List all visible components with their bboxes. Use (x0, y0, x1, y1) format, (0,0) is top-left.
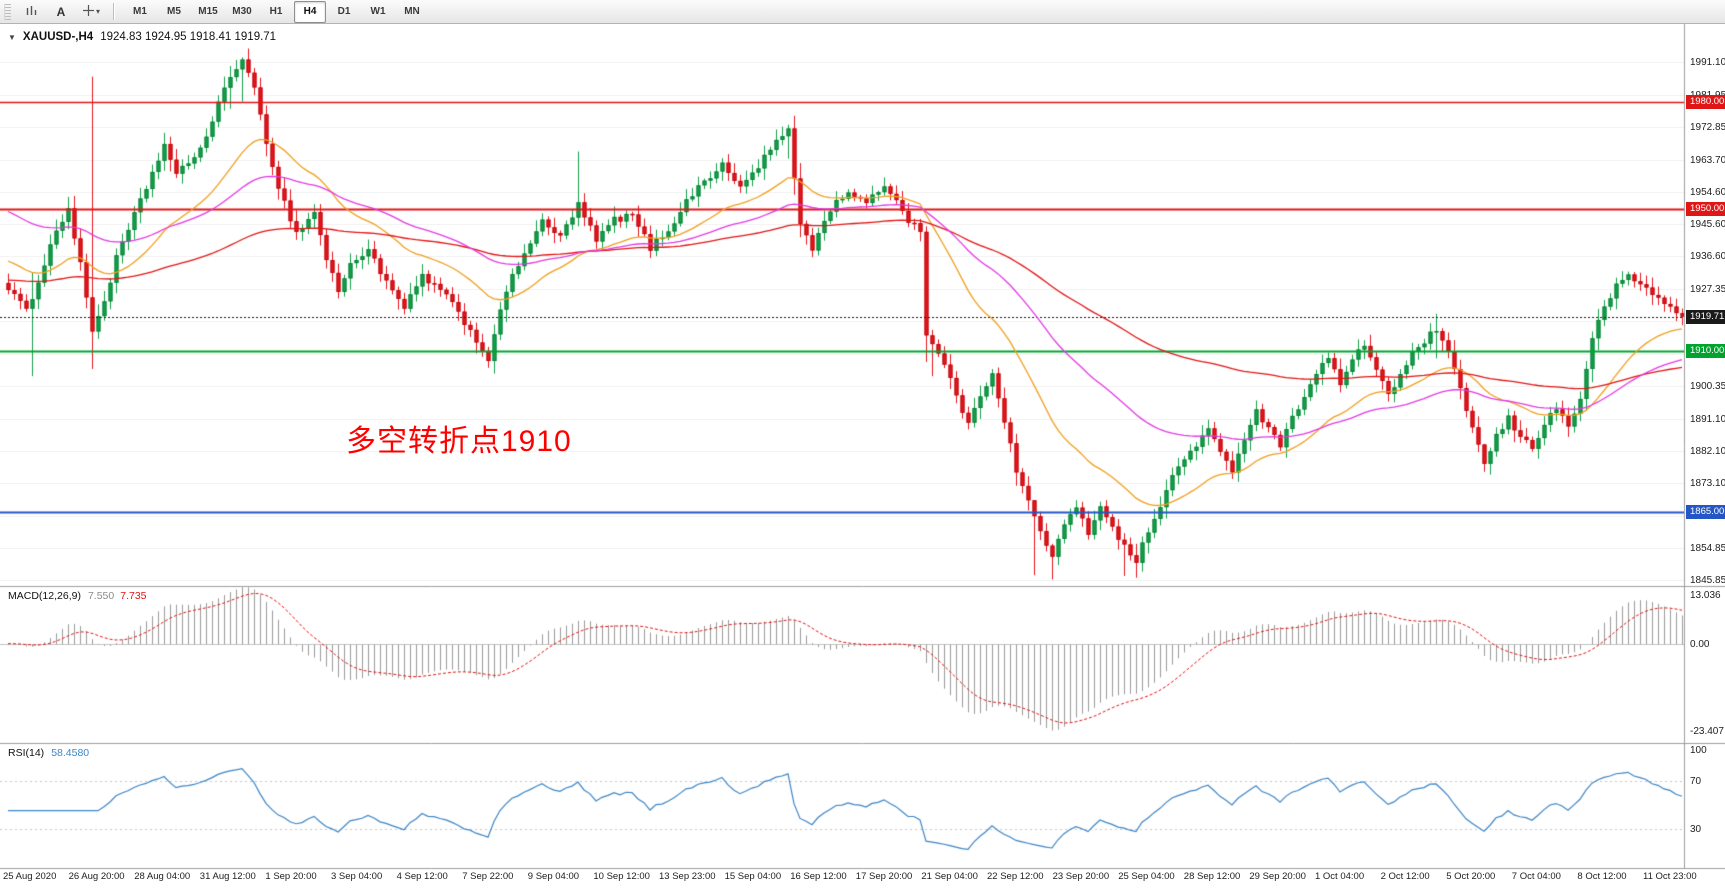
timeframe-button-h4[interactable]: H4 (294, 0, 326, 23)
text-tool-button[interactable]: A (56, 4, 66, 19)
crosshair-tool-button[interactable]: ▾ (77, 1, 105, 23)
timeframe-button-h1[interactable]: H1 (269, 6, 283, 17)
toolbar-separator (113, 3, 115, 20)
toolbar-grip[interactable] (4, 3, 11, 20)
toolbar: A ▾ M1 M5 M15 M30 H1 H4 D1 W1 MN (0, 0, 1725, 24)
crosshair-icon (82, 4, 95, 20)
timeframe-button-m15[interactable]: M15 (198, 6, 218, 17)
timeframe-group: M1 M5 M15 M30 H1 H4 D1 W1 MN (123, 0, 429, 23)
timeframe-button-m30[interactable]: M30 (232, 6, 252, 17)
timeframe-button-m5[interactable]: M5 (167, 6, 181, 17)
chevron-down-icon: ▾ (95, 7, 100, 16)
timeframe-button-w1[interactable]: W1 (370, 6, 386, 17)
timeframe-button-mn[interactable]: MN (404, 6, 420, 17)
timeframe-button-d1[interactable]: D1 (337, 6, 351, 17)
timeframe-button-m1[interactable]: M1 (133, 6, 147, 17)
bar-chart-icon (25, 4, 38, 20)
chart-tool-button[interactable] (17, 1, 45, 23)
